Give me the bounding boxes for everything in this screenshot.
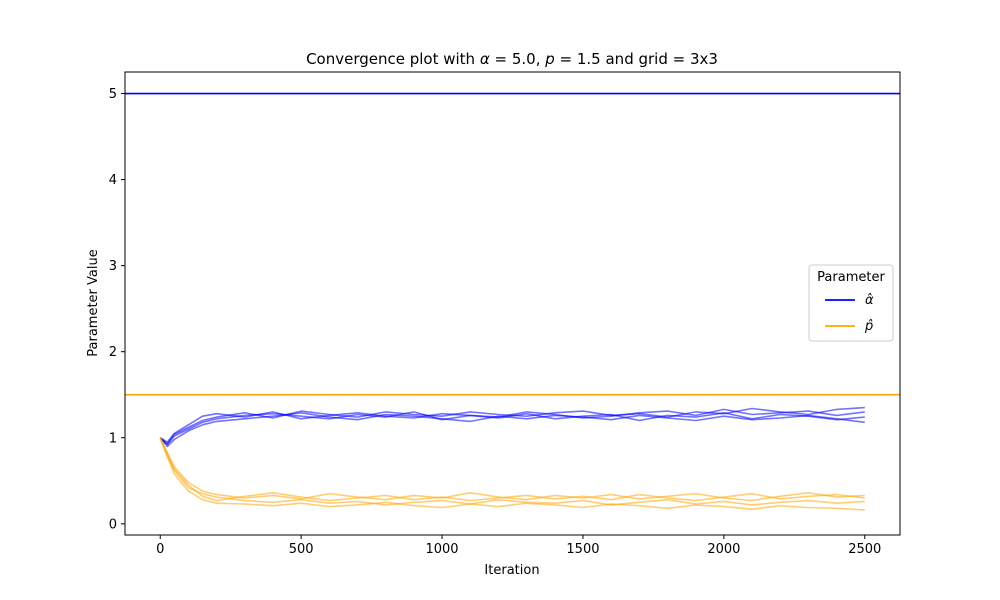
y-tick-label: 1 [109, 431, 117, 446]
title-alpha-text: = 5.0, [490, 50, 546, 68]
x-tick-label: 1000 [425, 542, 458, 557]
x-tick-label: 2000 [707, 542, 740, 557]
plot-area-frame [124, 71, 901, 536]
y-axis-label: Parameter Value [86, 249, 101, 356]
title-p-symbol: p [544, 50, 555, 68]
legend-label-alpha: α̂ [865, 293, 874, 308]
title-prefix: Convergence plot with [306, 50, 480, 68]
series-line-p-6 [159, 437, 865, 511]
title-alpha-symbol: α [480, 50, 490, 68]
series-line-alpha-2 [159, 411, 865, 448]
x-axis-label: Iteration [484, 563, 539, 578]
legend-title: Parameter [817, 270, 885, 285]
series-line-p-7 [159, 437, 865, 502]
y-tick-label: 2 [109, 345, 117, 360]
reference-lines [125, 92, 900, 396]
y-axis: 0 1 2 3 4 5 [109, 87, 125, 532]
series-lines [159, 406, 865, 511]
y-tick-label: 5 [109, 87, 117, 102]
chart-title: Convergence plot with α = 5.0, p = 1.5 a… [306, 50, 718, 68]
series-line-alpha-3 [159, 406, 865, 445]
x-tick-label: 1500 [566, 542, 599, 557]
x-tick-label: 500 [289, 542, 314, 557]
legend: Parameter α̂ p̂ [808, 264, 894, 342]
x-tick-label: 2500 [848, 542, 881, 557]
x-tick-label: 0 [156, 542, 164, 557]
series-line-p-5 [159, 437, 865, 502]
title-p-text: = 1.5 and grid = 3x3 [555, 50, 718, 68]
y-tick-label: 3 [109, 259, 117, 274]
y-tick-label: 4 [109, 173, 117, 188]
y-tick-label: 0 [109, 517, 117, 532]
x-axis: 0 500 1000 1500 2000 2500 [156, 535, 881, 557]
series-line-alpha-1 [159, 408, 865, 443]
legend-box [808, 264, 894, 342]
legend-label-p: p̂ [864, 319, 873, 334]
